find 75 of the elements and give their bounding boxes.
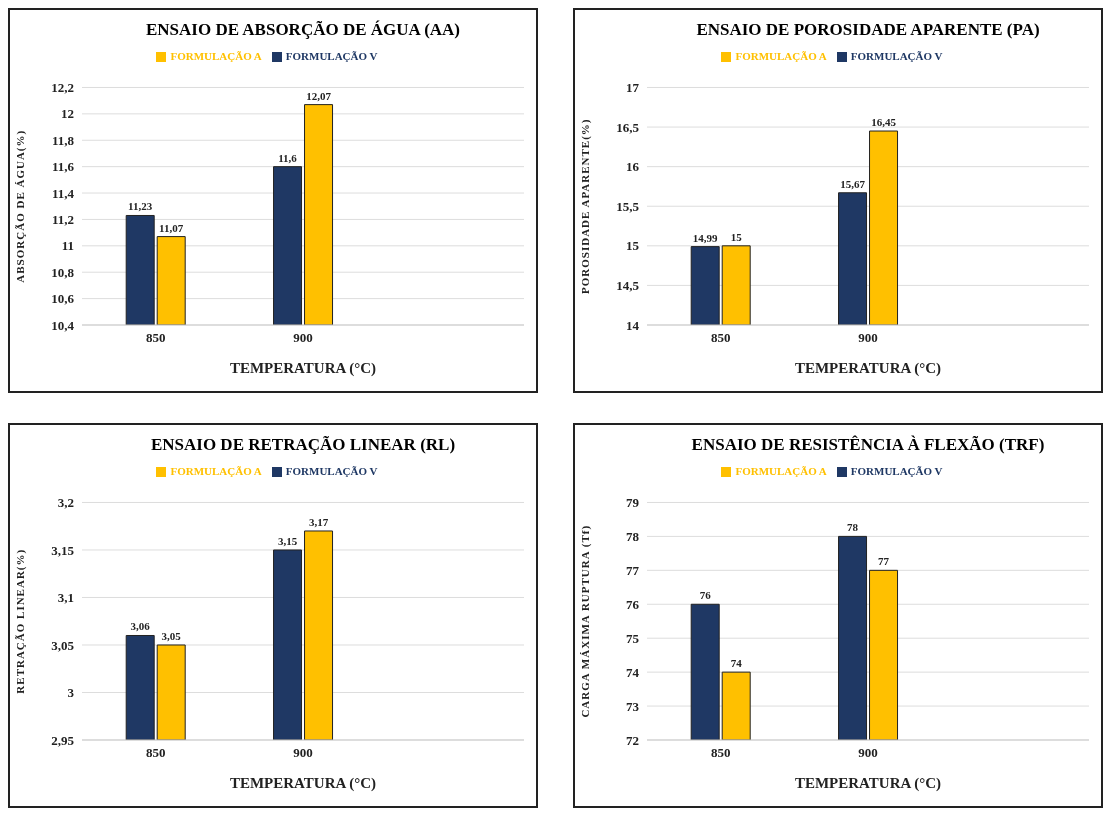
data-label: 11,07 — [159, 221, 184, 234]
y-axis-title: CARGA MÁXIMA RUPTURA (Tf) — [578, 524, 592, 718]
data-label: 3,15 — [277, 534, 298, 547]
y-tick-label: 3,1 — [57, 590, 74, 606]
y-tick-label: 72 — [626, 732, 639, 748]
x-tick-label: 900 — [293, 745, 313, 761]
data-label: 15,67 — [840, 177, 866, 190]
data-label: 3,06 — [130, 620, 151, 633]
x-tick-label: 850 — [145, 745, 166, 761]
y-tick-label: 14 — [626, 317, 640, 333]
legend-label: FORMULAÇÃO V — [850, 50, 943, 62]
data-label: 15 — [730, 230, 743, 243]
x-tick-label: 900 — [293, 330, 313, 346]
y-tick-label: 10,4 — [51, 317, 75, 333]
y-tick-label: 10,8 — [51, 264, 75, 280]
x-axis-title: TEMPERATURA (°C) — [794, 360, 942, 377]
legend-label: FORMULAÇÃO A — [735, 465, 827, 477]
data-label: 3,17 — [308, 515, 329, 528]
y-tick-label: 12 — [61, 106, 74, 122]
data-label: 11,23 — [128, 200, 153, 213]
legend-label: FORMULAÇÃO A — [170, 50, 262, 62]
y-tick-label: 3,05 — [51, 637, 75, 653]
x-tick-label: 850 — [145, 330, 166, 346]
x-tick-label: 850 — [710, 745, 731, 761]
x-axis-title: TEMPERATURA (°C) — [229, 775, 377, 792]
y-axis-title: ABSORÇÃO DE ÁGUA(%) — [13, 129, 27, 283]
chart-title: ENSAIO DE ABSORÇÃO DE ÁGUA (AA) — [144, 20, 462, 40]
y-tick-label: 3,15 — [51, 542, 75, 558]
legend-label: FORMULAÇÃO V — [850, 465, 943, 477]
y-tick-label: 3 — [67, 685, 75, 701]
y-tick-label: 15 — [626, 238, 640, 254]
y-axis-title: POROSIDADE APARENTE(%) — [578, 118, 592, 294]
data-label: 14,99 — [692, 231, 719, 244]
x-tick-label: 850 — [710, 330, 731, 346]
legend-label: FORMULAÇÃO A — [170, 465, 262, 477]
y-tick-label: 17 — [626, 80, 640, 96]
y-tick-label: 15,5 — [616, 198, 640, 214]
data-label: 12,07 — [306, 89, 332, 102]
legend-label: FORMULAÇÃO A — [735, 50, 827, 62]
data-label: 16,45 — [871, 116, 897, 129]
y-tick-label: 75 — [626, 630, 640, 646]
y-axis-title: RETRAÇÃO LINEAR(%) — [13, 548, 27, 694]
data-label: 11,6 — [278, 151, 298, 164]
y-tick-label: 11 — [61, 238, 74, 254]
chart-title: ENSAIO DE RESISTÊNCIA À FLEXÃO (TRF) — [690, 435, 1046, 455]
y-tick-label: 73 — [626, 698, 640, 714]
y-tick-label: 11,8 — [51, 132, 75, 148]
y-tick-label: 12,2 — [51, 80, 74, 96]
y-tick-label: 10,6 — [51, 291, 75, 307]
y-tick-label: 79 — [626, 495, 640, 511]
data-label: 77 — [878, 555, 890, 568]
x-axis-title: TEMPERATURA (°C) — [229, 360, 377, 377]
y-tick-label: 2,95 — [51, 732, 75, 748]
data-label: 76 — [699, 589, 712, 602]
chart-title: ENSAIO DE POROSIDADE APARENTE (PA) — [695, 20, 1041, 40]
y-tick-label: 3,2 — [57, 495, 74, 511]
y-tick-label: 74 — [626, 664, 640, 680]
y-tick-label: 11,4 — [51, 185, 75, 201]
y-tick-label: 77 — [626, 562, 640, 578]
data-label: 3,05 — [161, 629, 182, 642]
legend-label: FORMULAÇÃO V — [285, 50, 378, 62]
data-label: 74 — [730, 657, 743, 670]
y-tick-label: 76 — [626, 596, 640, 612]
y-tick-label: 11,2 — [51, 212, 74, 228]
y-tick-label: 14,5 — [616, 278, 640, 294]
y-tick-label: 16,5 — [616, 119, 640, 135]
data-label: 78 — [847, 521, 859, 534]
y-tick-label: 11,6 — [51, 159, 75, 175]
x-tick-label: 900 — [858, 745, 878, 761]
chart-title: ENSAIO DE RETRAÇÃO LINEAR (RL) — [149, 435, 457, 455]
x-tick-label: 900 — [858, 330, 878, 346]
y-tick-label: 78 — [626, 529, 640, 545]
y-tick-label: 16 — [626, 159, 640, 175]
x-axis-title: TEMPERATURA (°C) — [794, 775, 942, 792]
legend-label: FORMULAÇÃO V — [285, 465, 378, 477]
